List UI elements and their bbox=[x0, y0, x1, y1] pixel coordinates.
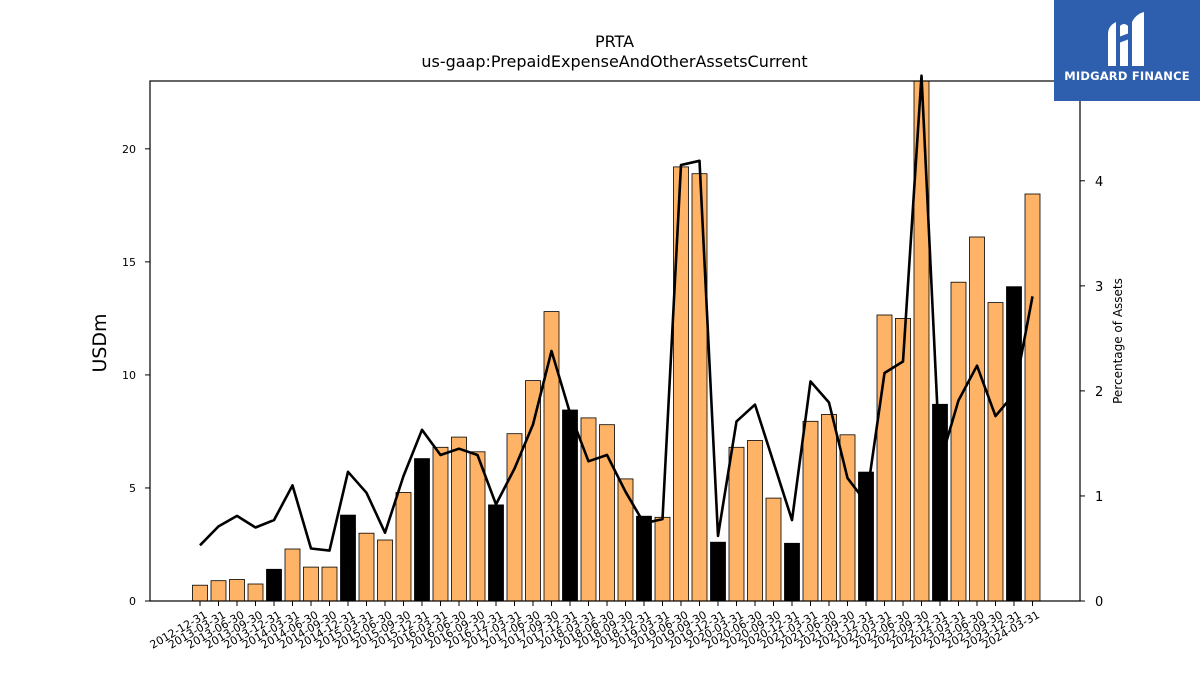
bar-2019-03-31 bbox=[654, 516, 671, 602]
bar-2023-09-30 bbox=[987, 302, 1004, 602]
y-axis-label: USDm bbox=[89, 313, 111, 373]
bar-2023-12-31 bbox=[1006, 286, 1022, 602]
bar-2014-03-31 bbox=[284, 548, 301, 602]
bar-2022-12-31 bbox=[932, 403, 948, 602]
logo-text: MIDGARD FINANCE bbox=[1064, 69, 1190, 83]
y-tick-label: 20 bbox=[122, 143, 136, 156]
bar-2016-09-30 bbox=[469, 451, 486, 602]
bar-2015-03-31 bbox=[358, 532, 375, 602]
chart-subtitle: us-gaap:PrepaidExpenseAndOtherAssetsCurr… bbox=[421, 52, 808, 71]
bar-2015-12-31 bbox=[414, 458, 430, 602]
y2-tick-label: 3 bbox=[1095, 280, 1103, 295]
bar-2014-12-31 bbox=[340, 514, 356, 602]
y2-tick-label: 1 bbox=[1095, 490, 1103, 505]
bar-2018-12-31 bbox=[636, 515, 652, 602]
y2-tick-label: 4 bbox=[1095, 175, 1103, 190]
bar-2023-03-31 bbox=[950, 281, 967, 602]
bar-2021-03-31 bbox=[802, 420, 819, 602]
y2-tick-label: 0 bbox=[1095, 595, 1103, 610]
bar-2017-12-31 bbox=[562, 409, 578, 602]
bar-2012-12-31 bbox=[192, 584, 208, 602]
bar-2013-06-30 bbox=[229, 579, 245, 602]
bar-2013-12-31 bbox=[266, 568, 282, 602]
bar-2018-09-30 bbox=[617, 478, 634, 602]
bar-2023-06-30 bbox=[969, 236, 985, 602]
y-tick-label: 15 bbox=[122, 256, 136, 269]
bar-2016-03-31 bbox=[432, 446, 449, 602]
bar-2015-06-30 bbox=[377, 539, 393, 602]
bar-2015-09-30 bbox=[395, 492, 412, 602]
bar-2020-06-30 bbox=[747, 440, 763, 602]
bar-2016-12-31 bbox=[488, 504, 504, 602]
bar-2019-12-31 bbox=[710, 541, 726, 602]
bar-2024-03-31 bbox=[1024, 193, 1041, 602]
bar-2021-06-30 bbox=[821, 414, 837, 602]
bar-2013-09-30 bbox=[247, 583, 264, 602]
bar-2020-03-31 bbox=[728, 446, 745, 602]
y-tick-label: 10 bbox=[122, 369, 136, 382]
bar-2020-09-30 bbox=[765, 497, 782, 602]
chart-title: PRTA bbox=[594, 32, 635, 51]
bar-2013-03-31 bbox=[210, 580, 227, 602]
bar-2021-12-31 bbox=[858, 471, 874, 602]
bar-2018-06-30 bbox=[599, 424, 615, 602]
y-tick-label: 0 bbox=[129, 595, 136, 608]
bar-2022-03-31 bbox=[876, 314, 893, 602]
percentage-line bbox=[199, 74, 1034, 552]
y2-axis-label: Percentage of Assets bbox=[1111, 278, 1125, 404]
bar-2014-06-30 bbox=[303, 566, 319, 602]
bar-2019-09-30 bbox=[691, 173, 708, 602]
bar-2014-09-30 bbox=[321, 566, 338, 602]
bar-2020-12-31 bbox=[784, 542, 800, 602]
bar-2017-06-30 bbox=[525, 380, 541, 602]
plot-frame bbox=[149, 80, 1081, 602]
brand-logo: MIDGARD FINANCE bbox=[1054, 0, 1200, 101]
logo-mark-icon bbox=[1108, 12, 1144, 66]
bar-2016-06-30 bbox=[451, 436, 467, 602]
y2-tick-label: 2 bbox=[1095, 385, 1103, 400]
bar-2019-06-30 bbox=[673, 166, 689, 602]
y-tick-label: 5 bbox=[129, 482, 136, 495]
